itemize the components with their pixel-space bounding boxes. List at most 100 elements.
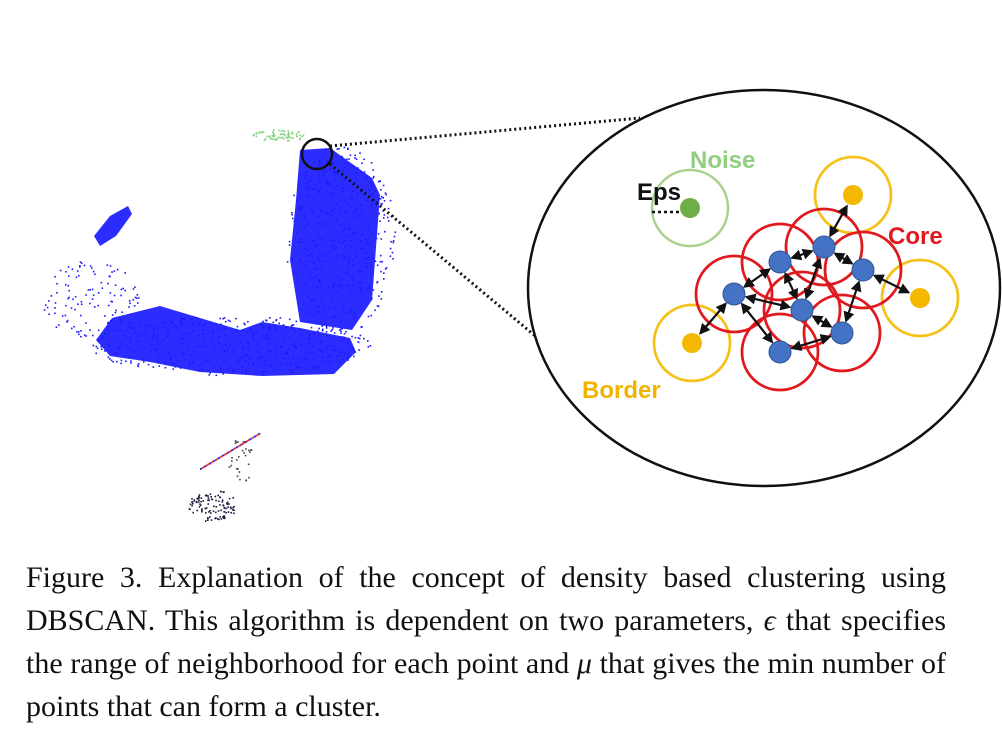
cloud-point [357, 167, 359, 169]
cloud-point [117, 348, 119, 350]
cloud-point [319, 289, 322, 292]
cloud-point [220, 509, 222, 512]
cloud-point [251, 437, 253, 440]
cloud-point [346, 311, 349, 314]
cloud-point [143, 346, 145, 348]
cloud-point [317, 330, 319, 332]
cloud-point [306, 222, 309, 225]
cloud-point [299, 253, 302, 255]
cloud-point [172, 368, 175, 370]
cloud-point [264, 138, 267, 140]
cloud-point [182, 354, 184, 356]
cloud-point [97, 304, 99, 307]
cloud-point [354, 232, 356, 235]
cloud-point [341, 231, 343, 233]
cloud-point [92, 334, 94, 337]
cloud-point [231, 457, 233, 459]
cloud-point [322, 351, 324, 353]
cloud-point [245, 448, 247, 450]
cloud-point [298, 358, 300, 360]
cloud-point [357, 341, 360, 343]
cloud-point [277, 136, 280, 139]
cloud-point [369, 272, 372, 274]
cloud-point [295, 133, 298, 135]
cloud-point [288, 136, 291, 139]
cloud-point [85, 335, 87, 337]
cloud-point [231, 460, 233, 462]
zoom-connector-top [329, 116, 641, 148]
cloud-point [350, 246, 353, 249]
cloud-point [318, 279, 321, 281]
cloud-point [236, 467, 238, 470]
cloud-point [383, 278, 385, 280]
cloud-point [71, 268, 74, 270]
cloud-point [200, 357, 203, 359]
cloud-point [285, 362, 287, 365]
cloud-point [198, 506, 201, 508]
cloud-point [252, 333, 255, 335]
cloud-point [292, 343, 295, 346]
cloud-point [312, 345, 314, 347]
cloud-point [79, 265, 81, 267]
core-point [830, 321, 854, 345]
cloud-point [307, 194, 309, 197]
cloud-point [363, 337, 365, 340]
cloud-point [353, 217, 355, 220]
cloud-point [338, 354, 340, 357]
cloud-point [248, 476, 250, 479]
cloud-point [207, 495, 209, 497]
cloud-point [355, 158, 358, 160]
cloud-point [342, 169, 345, 171]
cloud-point [208, 374, 210, 376]
cloud-point [348, 228, 350, 231]
cloud-point [236, 359, 239, 362]
cloud-point [311, 298, 313, 301]
cloud-point [232, 370, 235, 372]
double-arrow-icon [742, 268, 772, 288]
cloud-point [129, 348, 132, 351]
cloud-point [212, 331, 214, 333]
cloud-point [230, 511, 232, 514]
cloud-point [80, 314, 82, 317]
cloud-point [324, 170, 327, 173]
cloud-point [258, 345, 261, 347]
cloud-point [223, 360, 226, 363]
cloud-point [354, 157, 356, 159]
cloud-point [379, 260, 382, 263]
cloud-point [212, 460, 214, 463]
cloud-point [338, 148, 340, 150]
cloud-point [255, 135, 258, 138]
cloud-point [387, 207, 390, 210]
cloud-point [205, 520, 207, 522]
cloud-point [229, 506, 232, 509]
cloud-point [266, 334, 269, 337]
cloud-point [383, 272, 385, 274]
cloud-point [198, 499, 200, 502]
cloud-point [352, 231, 354, 234]
cloud-point [205, 494, 208, 497]
cloud-point [230, 450, 232, 452]
cloud-point [110, 300, 112, 303]
cloud-point [137, 297, 140, 299]
cloud-point [316, 257, 319, 259]
cloud-point [208, 499, 210, 501]
cloud-point [345, 330, 347, 333]
cloud-point [252, 134, 255, 137]
cloud-point [305, 260, 308, 263]
cloud-point [293, 220, 296, 222]
cloud-point [357, 337, 360, 339]
cloud-point [374, 190, 377, 192]
cloud-point [291, 260, 293, 262]
cloud-point [136, 294, 139, 296]
cloud-point [213, 505, 215, 508]
cloud-point [159, 322, 162, 324]
cloud-point [331, 345, 333, 347]
cloud-point [382, 217, 385, 219]
cloud-point [379, 198, 382, 200]
cloud-point [321, 253, 324, 256]
cloud-point [230, 507, 232, 510]
cloud-point [244, 454, 247, 457]
cloud-point [343, 336, 345, 338]
cloud-point [64, 314, 67, 317]
cloud-point [344, 271, 347, 274]
